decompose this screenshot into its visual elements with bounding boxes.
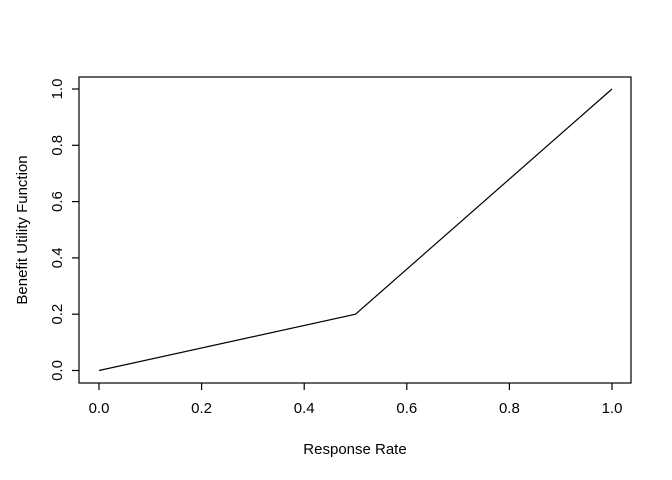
x-tick-label: 0.8 <box>499 400 520 417</box>
y-tick-label: 0.8 <box>49 135 66 156</box>
x-tick-label: 1.0 <box>602 400 623 417</box>
x-tick-label: 0.0 <box>89 400 110 417</box>
x-tick-label: 0.4 <box>294 400 315 417</box>
y-tick-label: 1.0 <box>49 79 66 100</box>
x-tick-label: 0.2 <box>191 400 212 417</box>
y-tick-label: 0.6 <box>49 191 66 212</box>
x-tick-label: 0.6 <box>396 400 417 417</box>
utility-function-line <box>98 88 613 372</box>
y-tick-label: 0.2 <box>49 304 66 325</box>
x-axis-ticks: 0.0 0.2 0.4 0.6 0.8 1.0 <box>89 383 623 417</box>
y-tick-label: 0.0 <box>49 360 66 381</box>
y-axis-title: Benefit Utility Function <box>14 155 31 304</box>
y-tick-label: 0.4 <box>49 247 66 268</box>
plot-border-box <box>78 76 632 384</box>
x-axis-title: Response Rate <box>303 441 406 458</box>
y-axis-ticks: 0.0 0.2 0.4 0.6 0.8 1.0 <box>49 79 79 381</box>
